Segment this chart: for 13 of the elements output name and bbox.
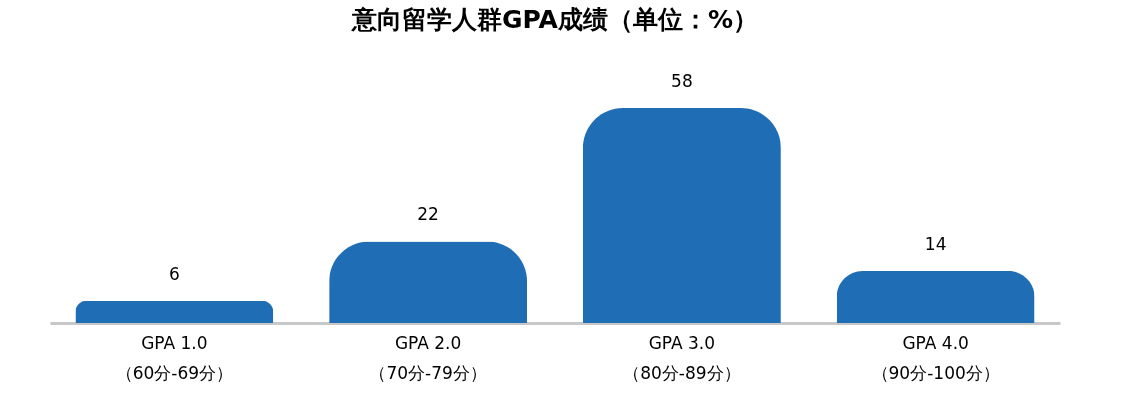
data-label: 22 [417,204,439,225]
x-tick-label: GPA 1.0 （60分-69分） [115,332,234,383]
chart-title: 意向留学人群GPA成绩（单位：%） [351,5,758,34]
bar [836,271,1035,323]
data-label: 58 [671,71,693,91]
bar [75,300,274,323]
x-tick-label: GPA 2.0 （70分-79分） [369,332,487,383]
bar [329,241,528,323]
x-tick-label: GPA 3.0 （80分-89分） [623,332,741,383]
x-tick-label: GPA 4.0 （90分-100分） [871,332,1000,383]
bar [582,108,781,323]
data-label: 6 [168,263,180,284]
data-label: 14 [924,234,947,255]
